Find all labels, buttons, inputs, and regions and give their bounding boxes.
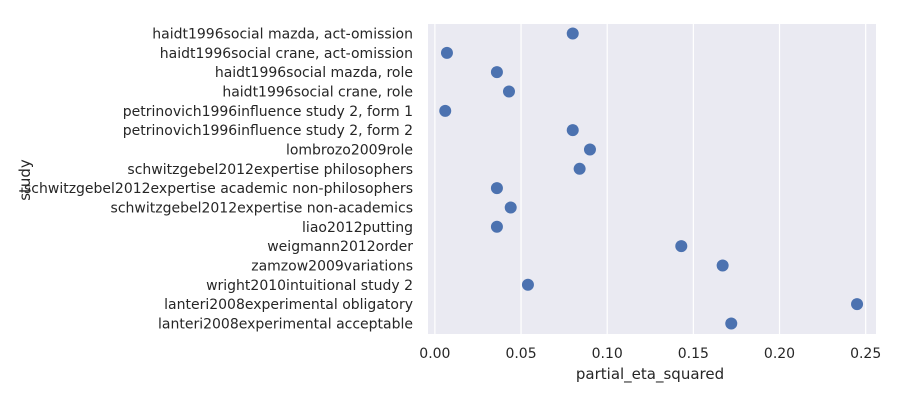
data-point	[521, 278, 534, 291]
data-points	[439, 27, 864, 330]
data-point	[716, 259, 729, 272]
y-axis-label: study	[16, 159, 34, 201]
data-point	[566, 27, 579, 40]
data-point	[490, 220, 503, 233]
y-tick-label: schwitzgebel2012expertise academic non-p…	[24, 181, 413, 197]
data-point	[440, 46, 453, 59]
x-axis-label: partial_eta_squared	[576, 365, 724, 384]
y-tick-label: wright2010intuitional study 2	[206, 278, 413, 294]
plot-background	[428, 24, 876, 334]
data-point	[851, 298, 864, 311]
y-tick-label: lombrozo2009role	[286, 142, 413, 158]
y-tick-label: haidt1996social mazda, role	[215, 65, 413, 81]
y-tick-label: haidt1996social mazda, act-omission	[152, 27, 413, 43]
y-tick-label: petrinovich1996influence study 2, form 2	[123, 123, 413, 139]
y-tick-label: haidt1996social crane, act-omission	[160, 46, 413, 62]
y-tick-label: haidt1996social crane, role	[222, 84, 413, 100]
data-point	[502, 85, 515, 98]
y-tick-label: liao2012putting	[302, 220, 413, 236]
x-tick-label: 0.25	[850, 346, 881, 362]
x-tick-label: 0.05	[505, 346, 536, 362]
y-tick-label: schwitzgebel2012expertise non-academics	[111, 200, 413, 216]
data-point	[439, 104, 452, 117]
data-point	[490, 66, 503, 79]
x-gridlines	[434, 24, 867, 334]
x-tick-label: 0.00	[419, 346, 450, 362]
data-point	[725, 317, 738, 330]
x-tick-label: 0.10	[592, 346, 623, 362]
data-point	[504, 201, 517, 214]
data-point	[490, 182, 503, 195]
y-tick-label: lanteri2008experimental obligatory	[164, 297, 413, 313]
x-tick-label: 0.20	[764, 346, 795, 362]
data-point	[583, 143, 596, 156]
y-tick-label: weigmann2012order	[267, 239, 413, 255]
x-tick-label: 0.15	[678, 346, 709, 362]
data-point	[566, 124, 579, 137]
y-tick-label: lanteri2008experimental acceptable	[158, 316, 413, 332]
y-tick-label: petrinovich1996influence study 2, form 1	[123, 104, 413, 120]
y-tick-labels: haidt1996social mazda, act-omission haidt…	[24, 27, 413, 333]
data-point	[675, 240, 688, 253]
y-tick-label: zamzow2009variations	[251, 258, 413, 274]
data-point	[573, 162, 586, 175]
y-tick-label: schwitzgebel2012expertise philosophers	[127, 162, 413, 178]
x-tick-labels: 0.00 0.05 0.10 0.15 0.20 0.25	[419, 346, 881, 362]
